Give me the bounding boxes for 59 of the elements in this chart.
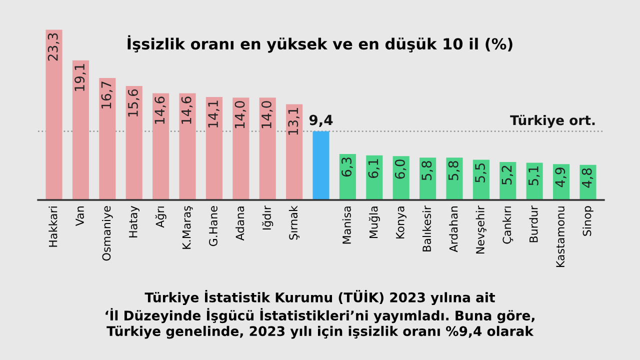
- bar: [206, 96, 222, 200]
- data-label: 16,7: [101, 82, 113, 108]
- bar: [46, 30, 62, 200]
- bar: [259, 98, 276, 200]
- data-label: 6,0: [394, 160, 406, 179]
- x-tick-label: Çankırı: [502, 206, 514, 244]
- bar: [366, 155, 383, 200]
- x-tick-label: Sinop: [582, 206, 594, 236]
- data-label: 6,1: [368, 159, 380, 178]
- chart-title: İşsizlik oranı en yüksek ve en düşük 10 il (%): [128, 35, 512, 53]
- x-tick-label: Konya: [396, 206, 406, 238]
- x-tick-label: Şırnak: [288, 206, 300, 240]
- bar: [392, 156, 410, 200]
- bar: [286, 104, 303, 200]
- data-label: 19,1: [74, 64, 86, 91]
- bar: [179, 93, 196, 200]
- data-label: 23,3: [48, 33, 60, 61]
- x-tick-label: Adana: [236, 206, 244, 241]
- x-tick-label: G.Hane: [209, 206, 218, 246]
- data-label: 5,8: [448, 161, 460, 180]
- data-label: 4,8: [582, 168, 594, 188]
- text: Türkiye İstatistik Kurumu (TÜİK) 2023 yılına ait ‘İl Düzeyinde İşgücü İstatistikleri’ni yayımladı. Buna göre, Türkiye genelinde, 2023 yılı için işsizlik oranı %9,4 olarak: [106, 290, 534, 339]
- x-tick-label: Muğla: [368, 206, 380, 238]
- bar: [446, 158, 463, 200]
- data-label: 5,5: [475, 164, 486, 182]
- data-label: 14,6: [181, 96, 193, 124]
- x-tick-label: Nevşehir: [476, 206, 486, 254]
- x-tick-label: Burdur: [529, 206, 538, 242]
- bar: [339, 154, 356, 200]
- data-label: 6,3: [342, 158, 353, 177]
- ref-line-label: Türkiye ort.: [510, 114, 595, 128]
- x-tick-label: Balıkesir: [422, 206, 432, 252]
- data-label: 15,6: [128, 89, 140, 116]
- data-label: 14,0: [234, 101, 246, 128]
- bar: [232, 98, 250, 200]
- bar: [152, 93, 170, 200]
- x-tick-label: K.Maraş: [182, 206, 193, 249]
- bar: [99, 78, 116, 200]
- bar: [312, 131, 330, 200]
- x-tick-label: Ardahan: [449, 206, 458, 252]
- x-tick-label: Manisa: [342, 206, 351, 244]
- data-label: 14,0: [261, 101, 273, 128]
- data-label: 5,2: [502, 166, 514, 185]
- x-tick-label: Osmaniye: [102, 206, 113, 261]
- data-label: 5,8: [422, 161, 433, 180]
- data-label: 14,1: [208, 100, 220, 128]
- data-label: 14,6: [154, 96, 166, 124]
- data-label: 9,4: [309, 114, 333, 127]
- x-tick-label: Iğdır: [262, 206, 274, 230]
- bar: [72, 60, 89, 200]
- x-tick-label: Kastamonu: [556, 206, 565, 268]
- x-tick-label: Ağrı: [155, 206, 166, 228]
- data-label: 4,9: [555, 168, 566, 188]
- data-label: 5,1: [528, 166, 540, 186]
- bar: [126, 86, 142, 200]
- x-tick-label: Van: [76, 206, 84, 226]
- data-label: 13,1: [288, 108, 300, 135]
- x-tick-label: Hakkari: [48, 206, 58, 247]
- x-tick-label: Hatay: [129, 206, 140, 238]
